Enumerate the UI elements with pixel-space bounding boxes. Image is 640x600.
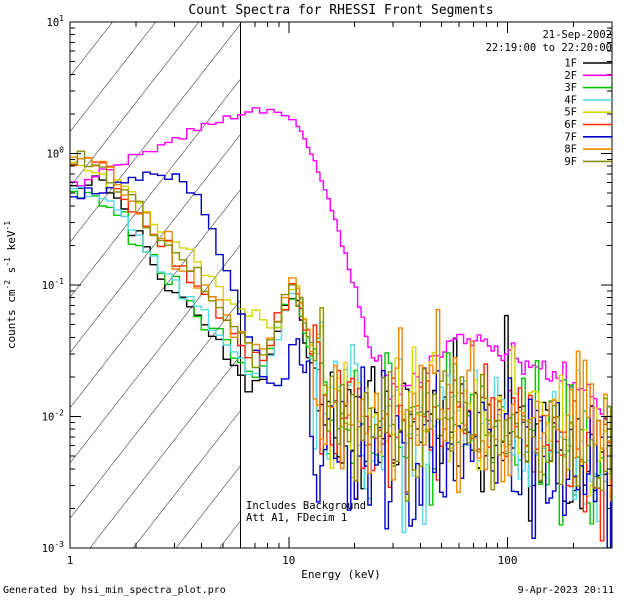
legend-label-3F: 3F <box>564 82 577 94</box>
x-axis-tick-labels: 1 10 100 <box>67 554 518 567</box>
spectra-series <box>70 107 612 548</box>
legend-label-7F: 7F <box>564 131 577 143</box>
legend-entry-6F: 6F <box>564 119 612 131</box>
legend-entry-8F: 8F <box>564 144 612 156</box>
legend-label-2F: 2F <box>564 70 577 82</box>
legend-label-1F: 1F <box>564 58 577 70</box>
legend-label-9F: 9F <box>564 156 577 168</box>
y-tick-label: 10-3 <box>42 540 64 555</box>
legend-entry-9F: 9F <box>564 156 612 168</box>
legend-entry-1F: 1F <box>564 58 612 70</box>
generated-by-label: Generated by hsi_min_spectra_plot.pro <box>3 585 226 596</box>
y-axis-label: counts cm-2 s-1 keV-1 <box>3 221 18 349</box>
timestamp-label: 9-Apr-2023 20:11 <box>518 585 614 596</box>
y-axis-label-text: counts cm-2 s-1 keV-1 <box>3 221 18 349</box>
series-path-8F <box>70 156 612 502</box>
legend-entry-3F: 3F <box>564 82 612 94</box>
y-tick-label: 100 <box>47 146 65 161</box>
x-tick-label: 10 <box>282 554 295 567</box>
x-axis-label: Energy (keV) <box>301 568 380 581</box>
plot-frame <box>69 21 613 549</box>
y-tick-label: 10-2 <box>42 409 64 424</box>
y-tick-label: 10-1 <box>42 277 64 292</box>
chart-title: Count Spectra for RHESSI Front Segments <box>188 3 493 18</box>
legend-entry-5F: 5F <box>564 107 612 119</box>
attenuator-hatch-region <box>70 22 241 548</box>
attenuator-note: Att A1, FDecim 1 <box>246 512 347 524</box>
legend-entry-4F: 4F <box>564 94 612 106</box>
x-tick-label: 100 <box>498 554 518 567</box>
legend-label-6F: 6F <box>564 119 577 131</box>
legend-label-4F: 4F <box>564 94 577 106</box>
date-label: 21-Sep-2002 <box>542 29 612 41</box>
y-axis-tick-labels: 101 100 10-1 10-2 10-3 <box>42 14 64 555</box>
legend-label-5F: 5F <box>564 107 577 119</box>
legend-label-8F: 8F <box>564 144 577 156</box>
time-range-label: 22:19:00 to 22:20:00 <box>486 42 612 54</box>
background-note: Includes Background <box>246 500 366 512</box>
legend-entry-2F: 2F <box>564 70 612 82</box>
x-tick-label: 1 <box>67 554 74 567</box>
legend-entry-7F: 7F <box>564 131 612 143</box>
series-path-9F <box>70 150 612 502</box>
y-tick-label: 101 <box>47 14 65 29</box>
